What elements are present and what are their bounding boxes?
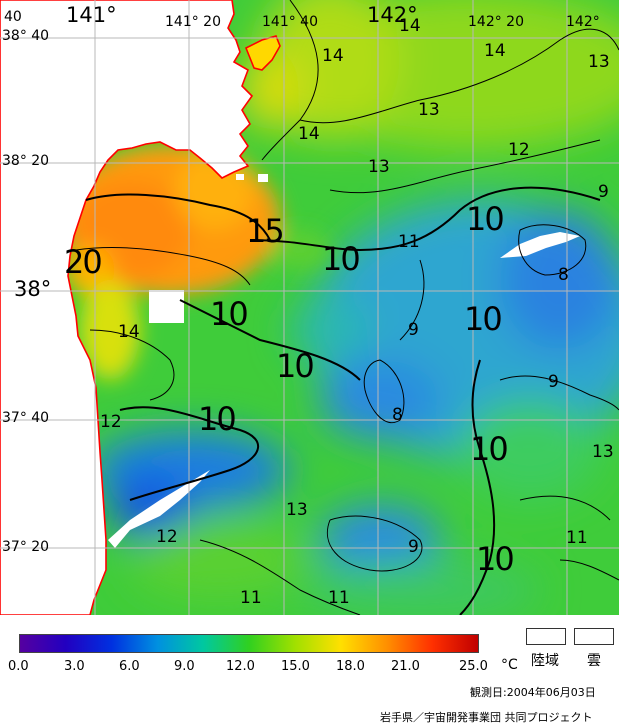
longitude-label: 142° 20: [468, 14, 524, 30]
isotherm-contours: [75, 0, 619, 615]
contour-label: 10: [464, 300, 503, 338]
colorbar-tick-label: 6.0: [119, 659, 140, 674]
contour-label: 13: [286, 500, 308, 520]
contour-label: 9: [408, 320, 419, 340]
colorbar-tick-label: 15.0: [281, 659, 310, 674]
contour-label: 14: [118, 322, 140, 342]
longitude-label: 141° 40: [262, 14, 318, 30]
colorbar-tick-label: 21.0: [391, 659, 420, 674]
contour-label: 13: [368, 157, 390, 177]
land-key-label: 陸域: [531, 653, 559, 669]
longitude-label: 40: [4, 9, 22, 25]
contour-label: 9: [408, 537, 419, 557]
temperature-unit: °C: [501, 657, 518, 673]
contour-label: 11: [240, 588, 262, 608]
colorbar-tick-label: 18.0: [336, 659, 365, 674]
contour-label: 14: [484, 41, 506, 61]
land-key-swatch: [526, 628, 566, 645]
cloud-key-swatch: [574, 628, 614, 645]
contour-label: 14: [322, 46, 344, 66]
contour-label: 8: [392, 405, 403, 425]
contour-label: 13: [588, 52, 610, 72]
colorbar-tick-label: 3.0: [64, 659, 85, 674]
latitude-label: 38° 40: [2, 28, 50, 44]
latitude-label: 38° 20: [2, 153, 50, 169]
graticule: [0, 0, 619, 615]
contour-label: 12: [156, 527, 178, 547]
latitude-label: 37° 40: [2, 410, 50, 426]
colorbar-tick-label: 9.0: [174, 659, 195, 674]
longitude-label: 141° 20: [165, 14, 221, 30]
observation-date: 観測日:2004年06月03日: [470, 686, 596, 699]
longitude-label: 142°: [566, 14, 600, 30]
sst-map: [0, 0, 619, 615]
contour-label: 12: [508, 140, 530, 160]
contour-label: 14: [399, 16, 421, 36]
temperature-colorbar: [19, 634, 479, 653]
contour-label: 9: [548, 372, 559, 392]
longitude-label: 142°: [367, 3, 418, 27]
credit-line: 岩手県／宇宙開発事業団 共同プロジェクト: [380, 711, 593, 724]
contour-label: 10: [322, 240, 361, 278]
contour-label: 10: [476, 540, 515, 578]
contour-label: 10: [470, 430, 509, 468]
contour-label: 10: [276, 347, 315, 385]
contour-label: 10: [466, 200, 505, 238]
colorbar-tick-label: 0.0: [8, 659, 29, 674]
contour-label: 20: [64, 243, 103, 281]
contour-label: 14: [298, 124, 320, 144]
contour-label: 11: [328, 588, 350, 608]
colorbar-tick-label: 12.0: [226, 659, 255, 674]
contour-label: 10: [210, 295, 249, 333]
contour-label: 11: [566, 528, 588, 548]
contour-label: 10: [198, 400, 237, 438]
cloud-key-label: 雲: [587, 653, 601, 669]
contour-label: 15: [246, 212, 285, 250]
land-areas: [0, 0, 281, 615]
colorbar-tick-label: 25.0: [459, 659, 488, 674]
latitude-label: 37° 20: [2, 539, 50, 555]
contour-label: 13: [418, 100, 440, 120]
contour-label: 9: [598, 182, 609, 202]
latitude-label: 38°: [14, 277, 52, 301]
contour-label: 11: [398, 232, 420, 252]
contour-label: 13: [592, 442, 614, 462]
contour-label: 8: [558, 265, 569, 285]
contour-label: 12: [100, 412, 122, 432]
longitude-label: 141°: [66, 3, 117, 27]
